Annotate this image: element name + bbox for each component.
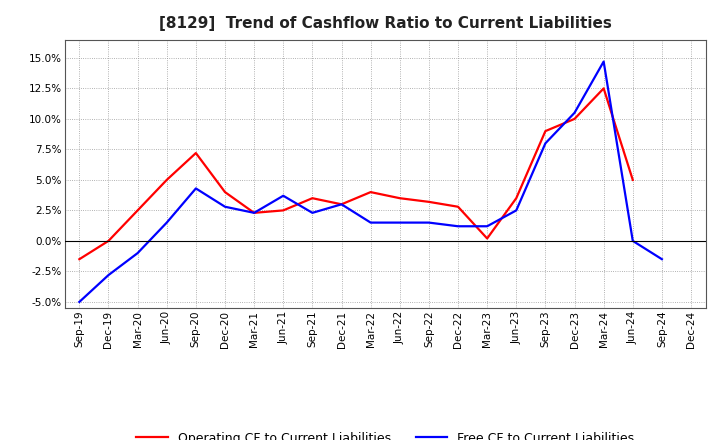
Operating CF to Current Liabilities <box>599 86 608 91</box>
Operating CF to Current Liabilities <box>220 190 229 195</box>
Free CF to Current Liabilities <box>133 250 142 256</box>
Line: Free CF to Current Liabilities: Free CF to Current Liabilities <box>79 62 662 302</box>
Title: [8129]  Trend of Cashflow Ratio to Current Liabilities: [8129] Trend of Cashflow Ratio to Curren… <box>159 16 611 32</box>
Line: Operating CF to Current Liabilities: Operating CF to Current Liabilities <box>79 88 633 259</box>
Operating CF to Current Liabilities <box>483 236 492 241</box>
Free CF to Current Liabilities <box>192 186 200 191</box>
Operating CF to Current Liabilities <box>192 150 200 156</box>
Operating CF to Current Liabilities <box>163 177 171 183</box>
Operating CF to Current Liabilities <box>425 199 433 205</box>
Operating CF to Current Liabilities <box>75 257 84 262</box>
Free CF to Current Liabilities <box>308 210 317 216</box>
Operating CF to Current Liabilities <box>133 208 142 213</box>
Free CF to Current Liabilities <box>75 299 84 304</box>
Operating CF to Current Liabilities <box>570 116 579 121</box>
Free CF to Current Liabilities <box>337 202 346 207</box>
Free CF to Current Liabilities <box>104 272 113 278</box>
Operating CF to Current Liabilities <box>104 238 113 244</box>
Free CF to Current Liabilities <box>279 193 287 198</box>
Operating CF to Current Liabilities <box>279 208 287 213</box>
Operating CF to Current Liabilities <box>541 128 550 134</box>
Operating CF to Current Liabilities <box>629 177 637 183</box>
Free CF to Current Liabilities <box>425 220 433 225</box>
Operating CF to Current Liabilities <box>366 190 375 195</box>
Free CF to Current Liabilities <box>366 220 375 225</box>
Operating CF to Current Liabilities <box>454 204 462 209</box>
Operating CF to Current Liabilities <box>512 195 521 201</box>
Free CF to Current Liabilities <box>599 59 608 64</box>
Free CF to Current Liabilities <box>395 220 404 225</box>
Operating CF to Current Liabilities <box>337 202 346 207</box>
Free CF to Current Liabilities <box>541 141 550 146</box>
Operating CF to Current Liabilities <box>395 195 404 201</box>
Legend: Operating CF to Current Liabilities, Free CF to Current Liabilities: Operating CF to Current Liabilities, Fre… <box>131 427 639 440</box>
Operating CF to Current Liabilities <box>250 210 258 216</box>
Free CF to Current Liabilities <box>570 110 579 115</box>
Free CF to Current Liabilities <box>657 257 666 262</box>
Free CF to Current Liabilities <box>250 210 258 216</box>
Free CF to Current Liabilities <box>163 220 171 225</box>
Free CF to Current Liabilities <box>220 204 229 209</box>
Free CF to Current Liabilities <box>454 224 462 229</box>
Operating CF to Current Liabilities <box>308 195 317 201</box>
Free CF to Current Liabilities <box>512 208 521 213</box>
Free CF to Current Liabilities <box>629 238 637 244</box>
Free CF to Current Liabilities <box>483 224 492 229</box>
